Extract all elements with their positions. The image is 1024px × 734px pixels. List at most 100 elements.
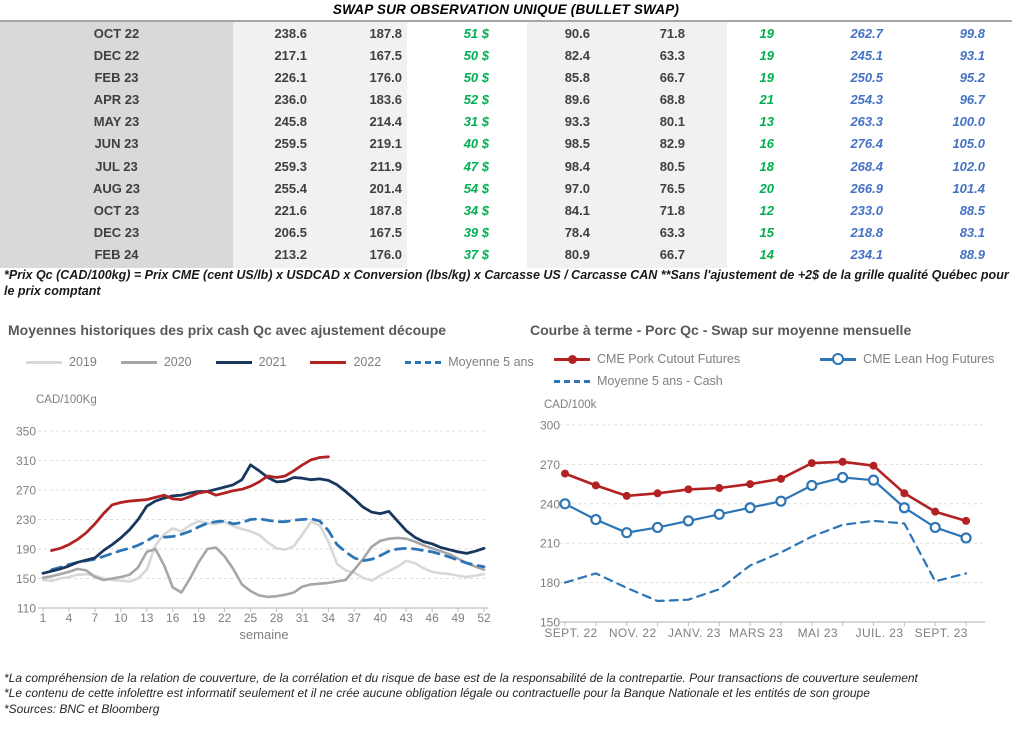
value-cell: 206.5: [274, 225, 307, 241]
svg-text:25: 25: [244, 611, 258, 625]
value-cell: 101.4: [952, 180, 985, 196]
value-cell: 176.0: [369, 69, 402, 85]
table-row: DEC 22 217.1 167.5 50 $ 82.4 63.3 19 245.1 93.1: [0, 44, 1012, 66]
value-cell: 218.8: [850, 225, 883, 241]
value-cell: 66.7: [659, 247, 685, 263]
svg-text:210: 210: [540, 537, 560, 551]
value-cell: 76.5: [659, 180, 685, 196]
svg-text:270: 270: [540, 458, 560, 472]
legend-swatch: [215, 360, 252, 364]
month-cell: JUL 23: [95, 158, 138, 174]
month-cell: AUG 23: [93, 180, 140, 196]
table-row: DEC 23 206.5 167.5 39 $ 78.4 63.3 15 218.8 83.1: [0, 222, 1012, 244]
value-cell: 31 $: [463, 114, 489, 130]
value-cell: 82.9: [659, 136, 685, 152]
svg-text:16: 16: [166, 611, 180, 625]
value-cell: 93.1: [959, 47, 985, 63]
value-cell: 19: [759, 25, 774, 41]
table-row: MAY 23 245.8 214.4 31 $ 93.3 80.1 13 263.3 100.0: [0, 111, 1012, 133]
month-cell: DEC 23: [93, 225, 140, 241]
legend-item: CME Pork Cutout Futures: [554, 352, 740, 366]
value-cell: 221.6: [274, 202, 307, 218]
legend-label: 2022: [353, 355, 382, 369]
value-cell: 214.4: [369, 114, 402, 130]
legend-swatch: [820, 352, 857, 365]
value-cell: 85.8: [564, 69, 590, 85]
month-cell: FEB 24: [94, 247, 139, 263]
legend-item: 2020: [120, 355, 192, 369]
legend-label: 2021: [258, 355, 287, 369]
value-cell: 245.8: [274, 114, 307, 130]
legend-label: CME Pork Cutout Futures: [597, 352, 741, 366]
value-cell: 99.8: [959, 25, 985, 41]
chart-title: Courbe à terme - Porc Qc - Swap sur moye…: [530, 322, 912, 338]
svg-text:180: 180: [540, 576, 560, 590]
value-cell: 50 $: [463, 69, 489, 85]
month-cell: DEC 22: [93, 47, 140, 63]
svg-text:37: 37: [348, 611, 362, 625]
table-band-group1: [233, 22, 407, 268]
value-cell: 100.0: [952, 114, 985, 130]
table-row: OCT 23 221.6 187.8 34 $ 84.1 71.8 12 233.0 88.5: [0, 199, 1012, 221]
svg-text:NOV. 22: NOV. 22: [609, 626, 657, 640]
chart-svg: 150 180 210 240 270 300 SEPT. 22 NOV. 22 JANV. 2…: [540, 419, 985, 640]
svg-text:240: 240: [540, 497, 560, 511]
value-cell: 19: [759, 69, 774, 85]
svg-text:52: 52: [477, 611, 491, 625]
month-cell: OCT 22: [93, 25, 140, 41]
value-cell: 213.2: [274, 247, 307, 263]
value-cell: 233.0: [850, 202, 883, 218]
value-cell: 88.9: [959, 247, 985, 263]
value-cell: 96.7: [959, 92, 985, 108]
svg-text:46: 46: [425, 611, 439, 625]
svg-text:49: 49: [451, 611, 465, 625]
table-row: APR 23 236.0 183.6 52 $ 89.6 68.8 21 254.3 96.7: [0, 89, 1012, 111]
value-cell: 80.5: [659, 158, 685, 174]
value-cell: 63.3: [659, 47, 685, 63]
svg-text:MARS 23: MARS 23: [729, 626, 783, 640]
legend-swatch: [310, 360, 347, 364]
value-cell: 66.7: [659, 69, 685, 85]
svg-text:28: 28: [270, 611, 284, 625]
legend-swatch: [26, 360, 62, 364]
month-cell: JUN 23: [94, 136, 139, 152]
svg-text:31: 31: [296, 611, 310, 625]
legend-label: Moyenne 5 ans: [448, 355, 534, 369]
value-cell: 71.8: [659, 25, 685, 41]
legend-label: 2019: [69, 355, 97, 369]
value-cell: 102.0: [952, 158, 985, 174]
value-cell: 105.0: [952, 136, 985, 152]
svg-text:SEPT. 22: SEPT. 22: [544, 626, 597, 640]
svg-text:22: 22: [218, 611, 232, 625]
value-cell: 266.9: [850, 180, 883, 196]
svg-text:300: 300: [540, 419, 560, 433]
svg-text:310: 310: [16, 454, 36, 468]
value-cell: 217.1: [274, 47, 307, 63]
svg-text:110: 110: [17, 602, 36, 616]
value-cell: 276.4: [850, 136, 883, 152]
svg-text:350: 350: [16, 425, 36, 439]
value-cell: 98.5: [564, 136, 590, 152]
svg-text:34: 34: [322, 611, 336, 625]
y-axis-unit-label: CAD/100k: [544, 399, 597, 411]
value-cell: 80.9: [564, 247, 590, 263]
legend-item: CME Lean Hog Futures: [820, 352, 994, 366]
value-cell: 90.6: [564, 25, 590, 41]
value-cell: 167.5: [369, 225, 402, 241]
svg-text:MAI 23: MAI 23: [798, 626, 838, 640]
value-cell: 255.4: [274, 180, 307, 196]
legend-item: 2021: [215, 355, 287, 369]
value-cell: 93.3: [564, 114, 590, 130]
svg-text:10: 10: [114, 611, 128, 625]
value-cell: 34 $: [463, 202, 489, 218]
chart-svg: 110 150 190 230 270 310 350 1 4 7 10 13 16 19 22 25 28 31…: [16, 425, 491, 643]
value-cell: 63.3: [659, 225, 685, 241]
legend-swatch: [120, 360, 157, 364]
value-cell: 201.4: [369, 180, 402, 196]
svg-text:150: 150: [16, 572, 36, 586]
table-row: FEB 23 226.1 176.0 50 $ 85.8 66.7 19 250.5 95.2: [0, 66, 1012, 88]
value-cell: 14: [759, 247, 774, 263]
month-cell: MAY 23: [93, 114, 140, 130]
legend-item: Moyenne 5 ans: [405, 355, 534, 369]
